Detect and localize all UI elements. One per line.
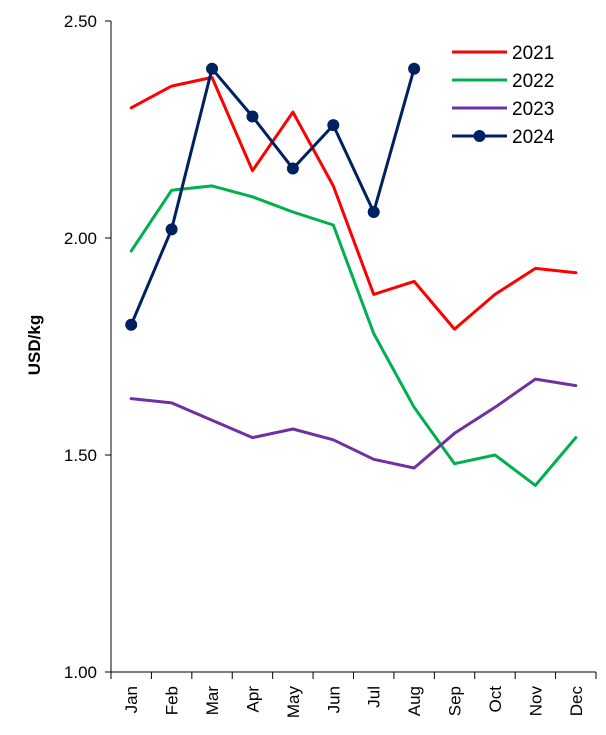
- axes: 1.00 1.50 2.00 2.50 Jan Feb Mar Apr May Jun Jul Aug…: [64, 12, 597, 719]
- x-tick-label: Apr: [243, 686, 262, 713]
- data-point-2024: [286, 162, 299, 175]
- data-point-2024: [165, 223, 178, 236]
- x-tick-label: Jul: [365, 686, 384, 708]
- series-line-2023: [129, 377, 578, 470]
- x-tick-label: May: [284, 686, 303, 719]
- x-tick-label: Jun: [324, 686, 343, 713]
- series-line-2022: [129, 184, 578, 487]
- x-tick-label: Jan: [122, 686, 141, 713]
- y-axis-title: USD/kg: [25, 315, 44, 375]
- series-2023: [129, 377, 578, 470]
- legend-item-2022: 2022: [452, 71, 554, 92]
- data-point-2024: [327, 119, 340, 132]
- x-tick-label: Mar: [203, 686, 222, 716]
- data-point-2024: [367, 205, 380, 218]
- x-tick-label: Dec: [567, 686, 586, 717]
- y-tick-label: 1.00: [64, 663, 97, 682]
- y-tick-label: 2.50: [64, 12, 97, 31]
- legend-label: 2024: [512, 127, 555, 148]
- data-point-2024: [408, 62, 421, 75]
- legend-item-2023: 2023: [452, 99, 554, 120]
- series-2022: [129, 184, 578, 487]
- legend-label: 2022: [512, 71, 554, 92]
- x-tick-label: Feb: [163, 686, 182, 715]
- series-line-2021: [129, 75, 578, 331]
- x-tick-label: Aug: [405, 686, 424, 716]
- x-tick-label: Nov: [526, 686, 545, 717]
- series-2024: [125, 62, 421, 331]
- data-point-2024: [206, 62, 219, 75]
- legend-item-2024: 2024: [452, 127, 555, 148]
- legend-item-2021: 2021: [452, 43, 554, 64]
- legend-label: 2021: [512, 43, 554, 64]
- series-2021: [129, 75, 578, 331]
- legend-marker: [473, 130, 486, 142]
- x-tick-label: Sep: [446, 686, 465, 716]
- data-point-2024: [125, 318, 138, 331]
- legend: 2021 2022 2023 2024: [452, 43, 555, 148]
- data-point-2024: [246, 110, 259, 123]
- y-tick-label: 1.50: [64, 446, 97, 465]
- series-layer: [125, 62, 578, 487]
- x-tick-label: Oct: [486, 686, 505, 713]
- series-line-2024: [129, 67, 416, 327]
- y-tick-label: 2.00: [64, 229, 97, 248]
- legend-label: 2023: [512, 99, 554, 120]
